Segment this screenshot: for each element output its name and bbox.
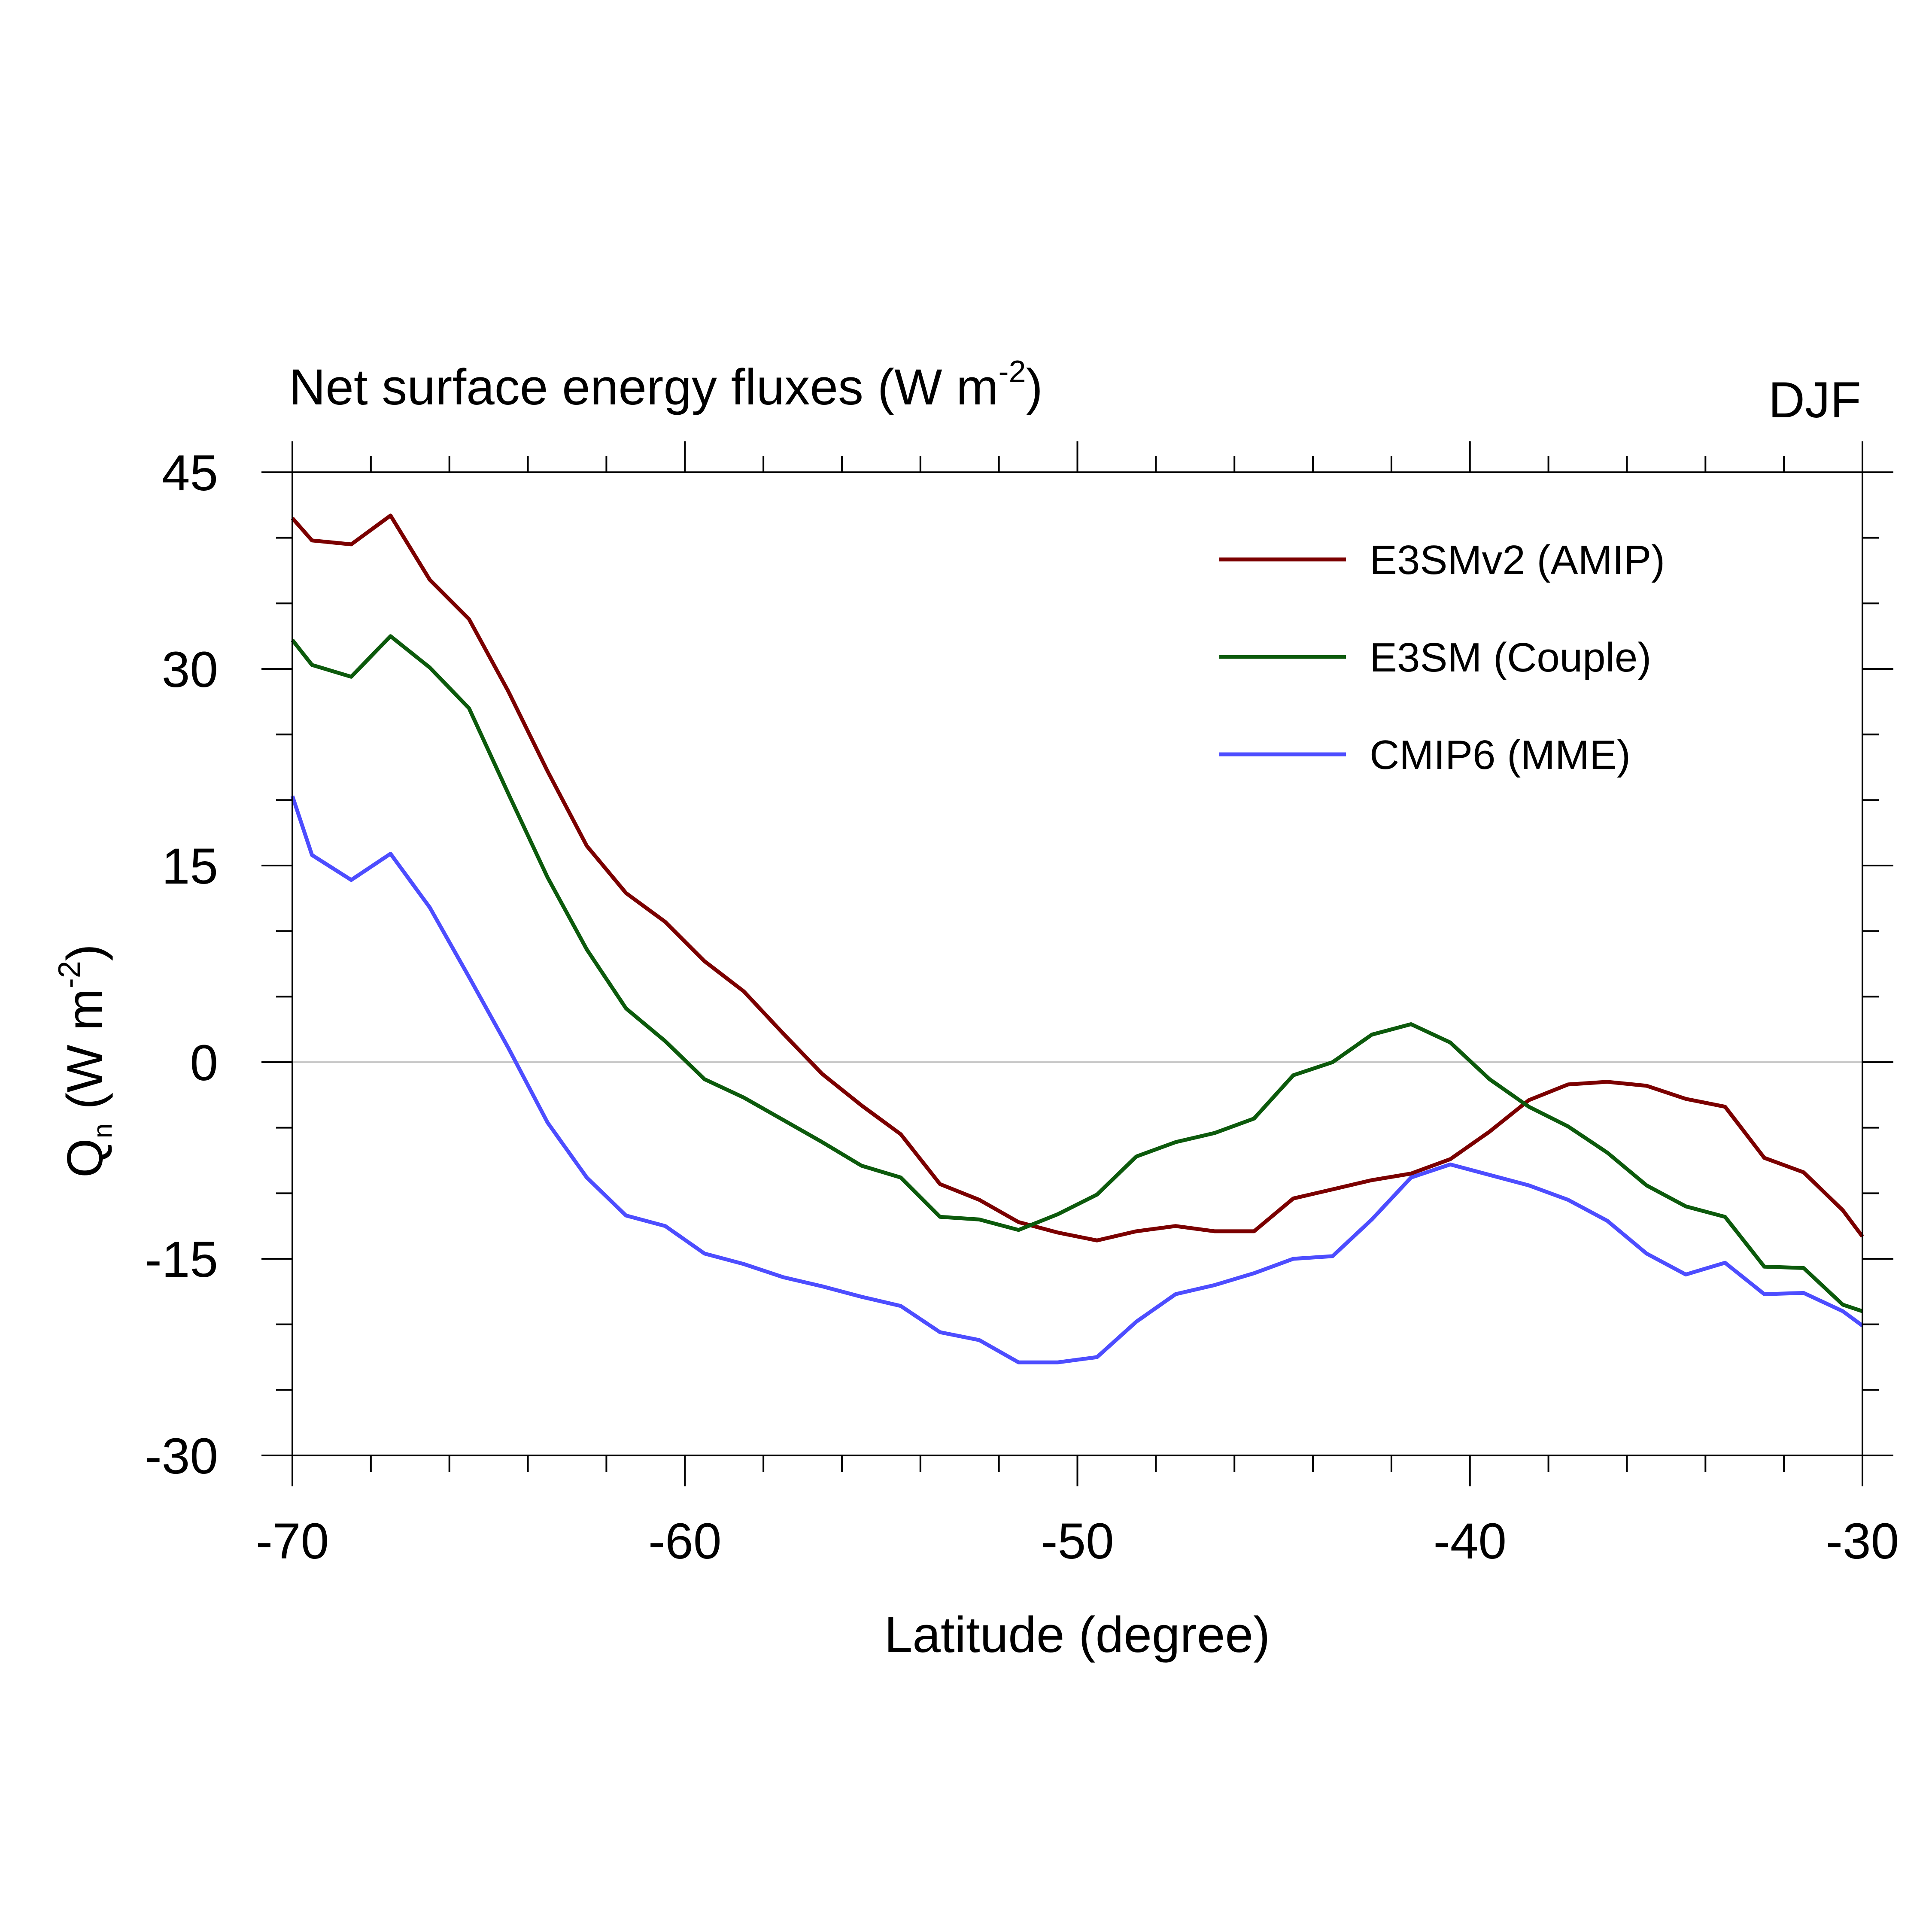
y-axis-title-sub: n: [88, 1124, 118, 1138]
legend-label-3: CMIP6 (MME): [1370, 732, 1631, 778]
y-tick-label: 0: [190, 1035, 218, 1091]
series-line-2: [291, 634, 1863, 1313]
season-label: DJF: [1768, 372, 1861, 428]
y-axis-title-sup: -2: [52, 961, 87, 988]
legend: E3SMv2 (AMIP) E3SM (Couple) CMIP6 (MME): [1219, 537, 1665, 778]
legend-label-2: E3SM (Couple): [1370, 635, 1651, 680]
x-tick-label: -40: [1433, 1513, 1507, 1570]
x-tick-label: -30: [1826, 1513, 1899, 1570]
y-tick-label: 15: [162, 838, 218, 895]
series-line-1: [291, 513, 1864, 1242]
y-axis-title-main: Q: [57, 1138, 113, 1178]
y-tick-label: -15: [145, 1231, 218, 1288]
y-tick-label: -30: [145, 1428, 218, 1485]
x-tick-label: -60: [648, 1513, 722, 1570]
y-tick-label: 30: [162, 641, 218, 698]
x-tick-label: -50: [1041, 1513, 1114, 1570]
series-line-3: [290, 795, 1864, 1364]
y-axis-title: Qn (W m-2): [52, 944, 118, 1178]
series-layer: [290, 513, 1864, 1364]
legend-label-1: E3SMv2 (AMIP): [1370, 537, 1665, 583]
y-tick-label: 45: [162, 445, 218, 501]
y-axis-title-units: (W m: [57, 988, 113, 1124]
y-axis-title-end: ): [57, 944, 113, 961]
x-tick-label: -70: [256, 1513, 329, 1570]
chart-title: Net surface energy fluxes (W m-2): [289, 355, 1043, 416]
x-axis-title: Latitude (degree): [884, 1607, 1270, 1663]
tick-layer: -70 -60 -50 -40 -30 45 30 15 0 -15 -30: [145, 441, 1899, 1570]
